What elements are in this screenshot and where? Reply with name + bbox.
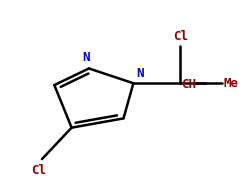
Text: Me: Me [224,77,239,90]
Text: Cl: Cl [31,164,46,177]
Text: N: N [136,67,143,80]
Text: CH: CH [182,78,197,91]
Text: N: N [83,51,90,64]
Text: Cl: Cl [173,30,188,43]
